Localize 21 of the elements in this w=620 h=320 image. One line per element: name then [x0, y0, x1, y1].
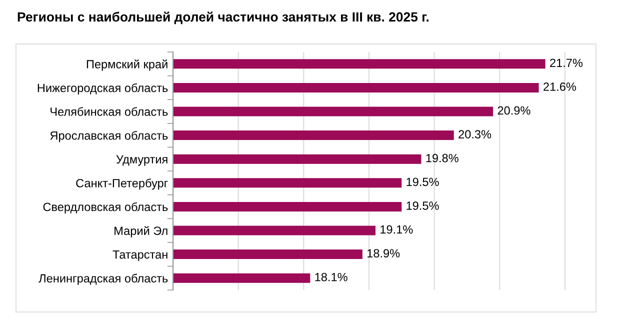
data-label: 21.7% — [550, 58, 583, 68]
y-tick-label: Марий Эл — [114, 226, 168, 238]
y-tick-label: Ярославская область — [50, 130, 168, 142]
y-tick-label: Ленинградская область — [38, 274, 168, 285]
y-tick-label: Пермский край — [86, 60, 168, 71]
data-label: 18.1% — [315, 272, 348, 282]
chart-title: Регионы с наибольшей долей частично занятых в III кв. 2025 г. — [18, 12, 429, 24]
y-tick-label: Челябинская область — [50, 107, 168, 116]
data-label: 21.6% — [544, 82, 576, 91]
y-tick-label: Татарстан — [112, 250, 168, 262]
data-label: 20.9% — [498, 106, 530, 115]
y-tick-label: Нижегородская область — [38, 83, 168, 94]
data-label: 19.1% — [380, 225, 413, 234]
data-label: 18.9% — [367, 249, 400, 258]
y-tick-label: Санкт-Петербург — [76, 178, 168, 190]
data-label: 19.5% — [406, 202, 439, 210]
data-label: 19.8% — [426, 154, 458, 162]
data-label: 20.3% — [458, 130, 492, 138]
y-tick-label: Свердловская область — [43, 202, 168, 214]
data-label: 19.5% — [406, 178, 439, 186]
y-tick-label: Удмуртия — [116, 155, 168, 166]
